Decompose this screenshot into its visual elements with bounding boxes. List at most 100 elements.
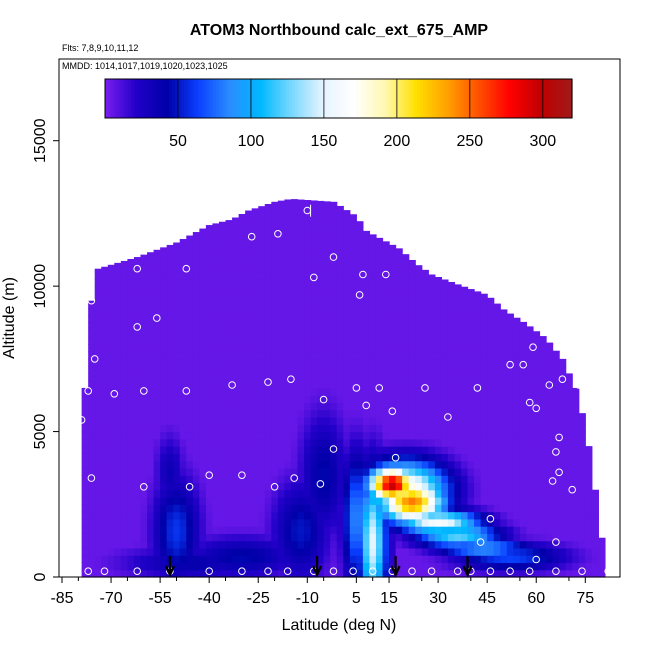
heat-cell [356,526,364,534]
heat-cell [297,424,305,433]
heat-cell [317,242,325,251]
heat-cell [277,249,285,258]
heat-cell [461,307,469,316]
heat-cell [389,344,397,353]
heat-cell [461,315,469,324]
heat-cell [199,453,207,462]
heat-cell [343,249,351,258]
heat-cell [395,307,403,316]
heat-cell [428,569,436,578]
heat-cell [94,497,102,505]
heat-cell [127,467,135,476]
heat-cell [218,402,227,411]
heat-cell [218,460,227,469]
heat-cell [389,286,397,295]
heat-cell [395,417,403,425]
heat-cell [421,460,429,469]
heat-cell [186,373,194,382]
heat-cell [81,518,89,527]
heat-cell [408,511,416,520]
heat-cell [114,315,122,324]
heat-cell [585,446,593,454]
heat-cell [107,402,115,411]
heat-cell [258,438,266,447]
heat-cell [245,307,253,316]
heat-cell [317,387,325,396]
heat-cell [225,511,233,520]
heat-cell [290,402,299,411]
heat-cell [290,569,299,578]
heat-cell [356,337,364,345]
heat-cell [362,497,371,505]
heat-cell [192,562,200,571]
heat-cell [500,315,508,324]
heat-cell [395,497,403,505]
heat-cell [147,409,155,418]
heat-cell [552,438,560,447]
heat-cell [461,300,469,309]
heat-cell [493,460,501,469]
heat-cell [408,278,416,287]
heat-cell [506,424,514,433]
heat-cell [133,264,142,273]
heat-cell [506,438,514,447]
heat-cell [559,424,567,433]
heat-cell [166,271,174,280]
heat-cell [192,555,200,564]
heat-cell [297,351,305,360]
heat-cell [245,380,253,389]
colorbar-segment [507,79,512,118]
colorbar-segment [195,79,199,118]
heat-cell [199,242,207,251]
heat-cell [304,518,312,527]
heat-cell [493,562,501,571]
heat-cell [284,257,292,265]
heat-cell [192,533,200,542]
heat-cell [271,431,279,440]
heat-cell [356,482,364,491]
heat-cell [474,453,482,462]
heat-cell [519,337,528,345]
heat-cell [304,200,312,207]
heat-cell [258,366,266,374]
heat-cell [461,540,469,549]
heat-cell [474,467,482,476]
heat-cell [428,453,436,462]
heat-cell [173,431,181,440]
heat-cell [199,562,207,571]
heat-cell [290,540,299,549]
heat-cell [330,402,338,411]
heat-cell [81,511,89,520]
heat-cell [421,373,429,382]
heat-cell [160,453,168,462]
heat-cell [199,424,207,433]
colorbar-segment [391,79,395,118]
heat-cell [506,313,514,316]
heat-cell [349,424,357,433]
heat-cell [127,278,135,287]
heat-cell [304,395,312,404]
heat-cell [532,518,541,527]
heat-cell [369,300,377,309]
heat-cell [330,366,338,374]
heat-cell [389,431,397,440]
heat-cell [114,402,122,411]
heat-cell [585,467,593,476]
heat-cell [290,307,299,316]
heat-cell [552,351,560,360]
heat-cell [493,438,501,447]
heat-cell [506,380,514,389]
heat-cell [133,278,142,287]
heat-cell [408,344,416,353]
heat-cell [369,235,377,244]
heat-cell [81,526,89,534]
heat-cell [369,453,377,462]
heat-cell [487,540,495,549]
heat-cell [323,220,331,229]
heat-cell [114,351,122,360]
heat-cell [467,504,475,513]
heat-cell [120,562,129,571]
heat-cell [402,402,410,411]
heat-cell [186,497,194,505]
heat-cell [238,373,246,382]
